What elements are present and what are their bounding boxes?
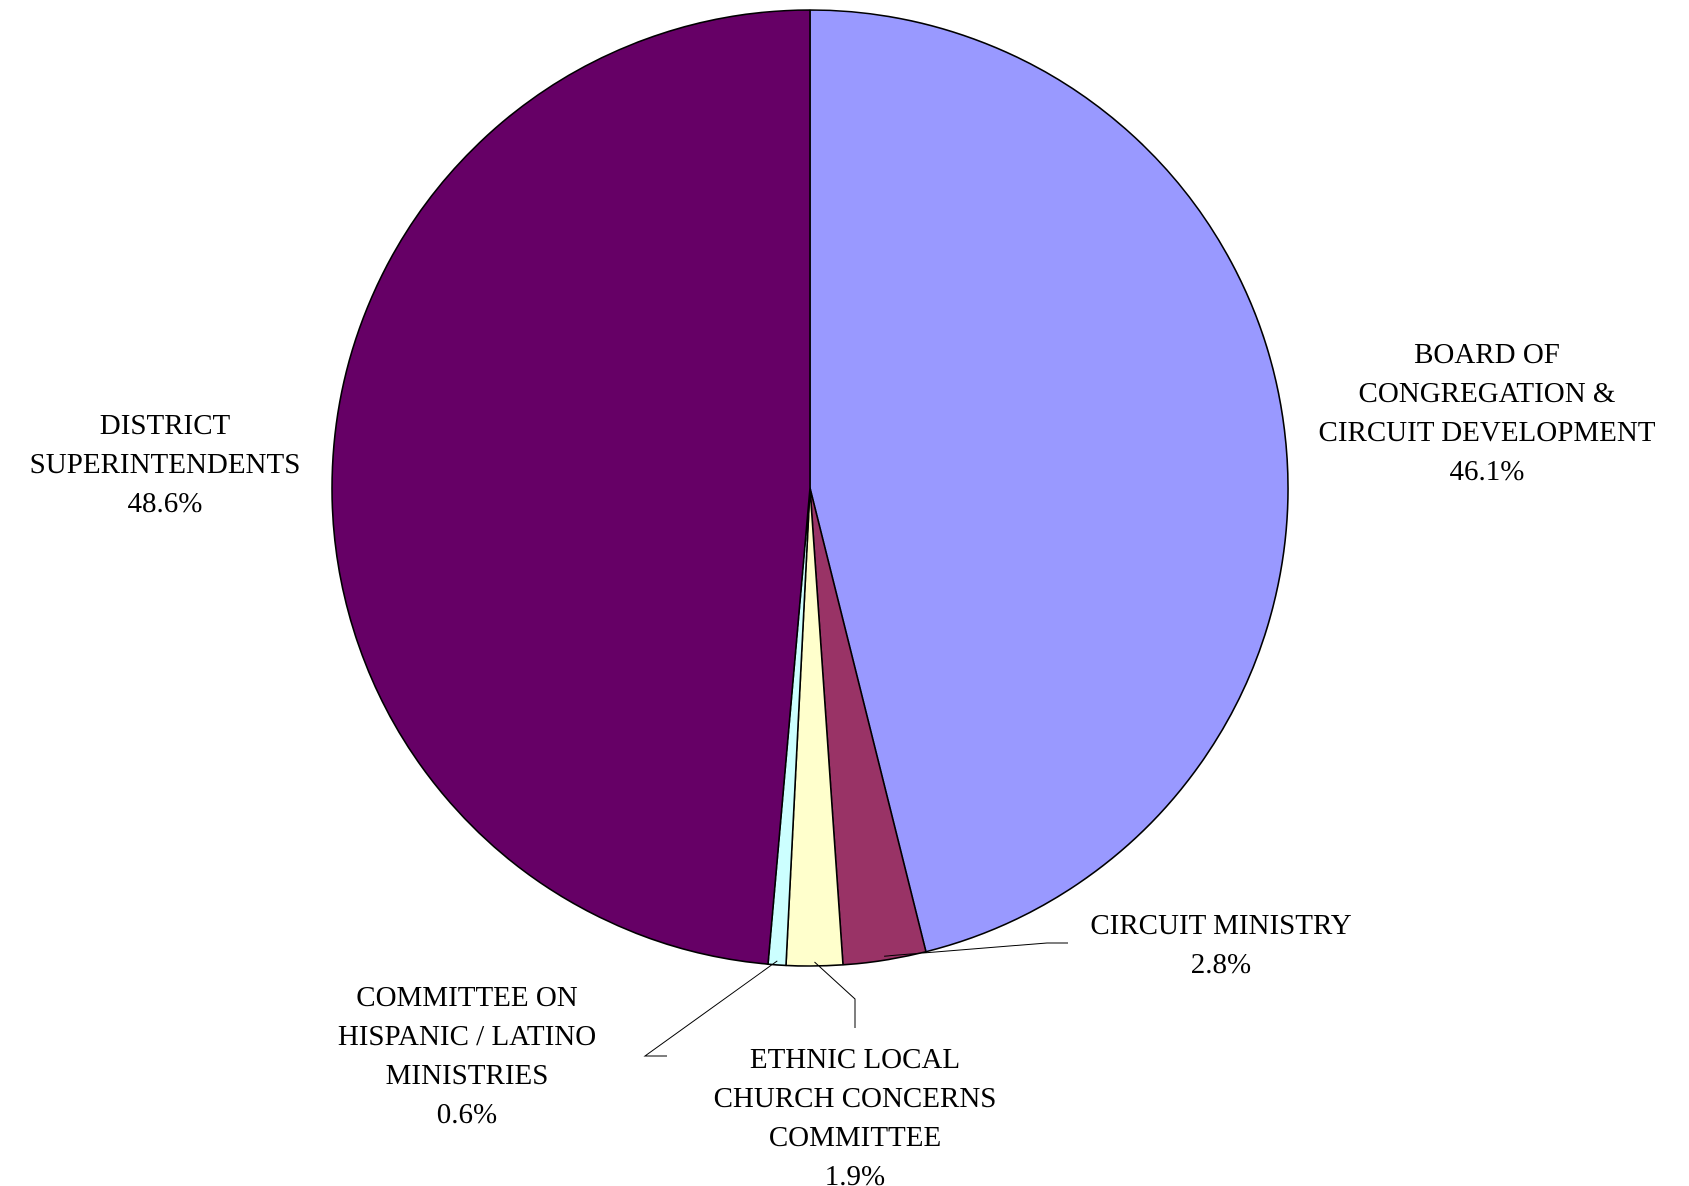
leader-line-ethnic-local [814,961,856,1028]
leader-lines [643,942,1068,1057]
slice-label-line-ethnic-local: COMMITTEE [769,1121,941,1153]
pie-slice-board [809,9,1289,953]
slice-label-line-hispanic-latino: MINISTRIES [386,1059,549,1091]
slice-value-hispanic-latino: 0.6% [437,1098,497,1130]
leader-line-hispanic-latino [643,960,778,1057]
slice-label-circuit-ministry: CIRCUIT MINISTRY 2.8% [1090,909,1351,980]
slice-value-circuit-ministry: 2.8% [1191,948,1251,980]
slice-label-line-circuit-ministry: CIRCUIT MINISTRY [1090,909,1351,941]
slice-label-ethnic-local: ETHNIC LOCAL CHURCH CONCERNS COMMITTEE 1.9% [714,1043,997,1186]
slice-label-line-district-superintendents: DISTRICT [100,409,231,441]
slice-label-line-board: BOARD OF [1414,338,1560,370]
slice-labels: BOARD OF CONGREGATION & CIRCUIT DEVELOPMEN… [30,338,1656,1186]
slice-value-district-superintendents: 48.6% [128,487,203,519]
slice-label-line-board: CIRCUIT DEVELOPMENT [1319,416,1656,448]
slice-label-line-ethnic-local: CHURCH CONCERNS [714,1082,997,1114]
pie-slice-district-superintendents [331,9,811,965]
slice-label-hispanic-latino: COMMITTEE ON HISPANIC / LATINO MINISTRIES 0… [338,981,596,1130]
slice-value-ethnic-local: 1.9% [825,1160,885,1186]
leader-line-circuit-ministry [884,942,1068,957]
slice-value-board: 46.1% [1450,455,1525,487]
slice-label-district-superintendents: DISTRICT SUPERINTENDENTS 48.6% [30,409,301,519]
slice-label-line-ethnic-local: ETHNIC LOCAL [750,1043,960,1075]
slice-label-board: BOARD OF CONGREGATION & CIRCUIT DEVELOPMEN… [1319,338,1656,487]
pie-slices [331,9,1289,967]
slice-label-line-district-superintendents: SUPERINTENDENTS [30,448,301,480]
slice-label-line-hispanic-latino: COMMITTEE ON [356,981,578,1013]
slice-label-line-hispanic-latino: HISPANIC / LATINO [338,1020,596,1052]
slice-label-line-board: CONGREGATION & [1359,377,1616,409]
